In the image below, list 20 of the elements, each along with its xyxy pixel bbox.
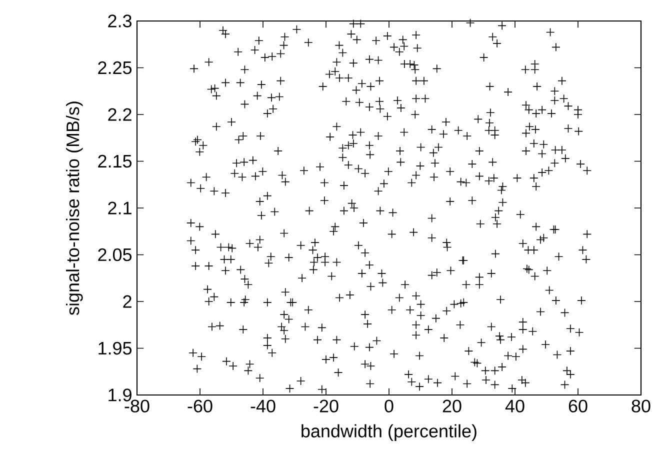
- x-tick-label: 20: [442, 400, 462, 412]
- y-axis-title: signal-to-noise ratio (MB/s): [66, 102, 83, 316]
- x-tick-label: -40: [250, 400, 276, 412]
- y-tick-label: 2.05: [98, 248, 132, 262]
- x-tick-label: -60: [188, 400, 212, 412]
- y-tick-label: 2.2: [108, 108, 132, 121]
- y-tick-label: 1.95: [98, 342, 132, 355]
- y-tick-label: 2.1: [108, 202, 132, 214]
- x-tick-label: -80: [124, 400, 150, 412]
- y-tick-label: 2.3: [108, 14, 132, 28]
- y-tick-label: 2: [123, 295, 132, 308]
- y-tick-label: 1.9: [108, 388, 132, 402]
- x-axis-title: bandwidth (percentile): [302, 424, 476, 442]
- x-tick-label: 40: [505, 400, 524, 412]
- x-tick-label: 0: [384, 400, 394, 412]
- y-tick-label: 2.15: [98, 154, 132, 168]
- x-tick-label: 80: [632, 400, 650, 412]
- x-tick-label: 60: [568, 400, 588, 412]
- x-tick-label: -20: [314, 400, 338, 412]
- y-tick-label: 2.25: [98, 61, 132, 74]
